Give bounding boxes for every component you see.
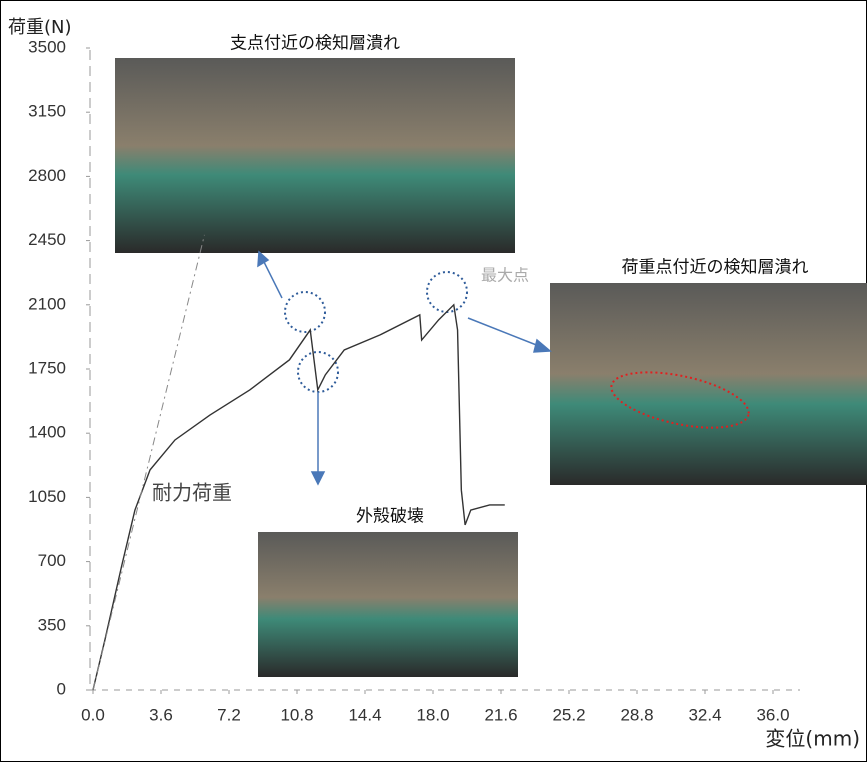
arrow-head [310,471,326,486]
annotation: 耐力荷重 [152,481,232,505]
photo-shell [258,532,518,677]
y-tick-label: 350 [38,615,66,634]
y-tick-label: 1050 [28,487,66,506]
marker-circle [297,351,339,393]
y-tick-label: 2800 [28,166,66,185]
annotation: 支点付近の検知層潰れ [230,34,400,54]
markers [284,271,468,393]
y-axis-label: 荷重(N) [8,17,72,38]
y-tick-label: 2450 [28,230,66,249]
photo-load-point [550,283,867,485]
x-tick-label: 14.4 [348,705,381,724]
x-tick-label: 28.8 [620,705,653,724]
arrow-head [257,250,270,268]
arrow-head [533,338,552,353]
y-tick-label: 2100 [28,294,66,313]
arrows [257,250,552,486]
photo-support [115,58,515,253]
x-tick-label: 0.0 [81,705,105,724]
arrow [261,257,283,299]
data-line [92,303,505,691]
annotation: 最大点 [481,266,529,285]
y-tick-label: 1400 [28,423,66,442]
highlight-ellipse [610,371,750,429]
arrow [467,317,545,349]
annotation: 荷重点付近の検知層潰れ [622,258,809,278]
x-tick-label: 18.0 [416,705,449,724]
x-tick-label: 7.2 [217,705,241,724]
x-tick-label: 21.6 [484,705,517,724]
data-line [92,234,205,691]
x-tick-label: 10.8 [280,705,313,724]
x-tick-label: 36.0 [756,705,789,724]
y-tick-label: 3150 [28,102,66,121]
x-tick-label: 3.6 [149,705,173,724]
marker-circle [426,271,468,313]
marker-circle [284,291,326,333]
y-tick-label: 0 [57,679,66,698]
x-axis-label: 変位(mm) [765,727,860,751]
y-tick-label: 3500 [28,37,66,56]
y-tick-label: 700 [38,551,66,570]
x-tick-label: 32.4 [688,705,721,724]
x-tick-label: 25.2 [552,705,585,724]
annotation: 外殻破壊 [356,507,424,527]
y-tick-label: 1750 [28,358,66,377]
